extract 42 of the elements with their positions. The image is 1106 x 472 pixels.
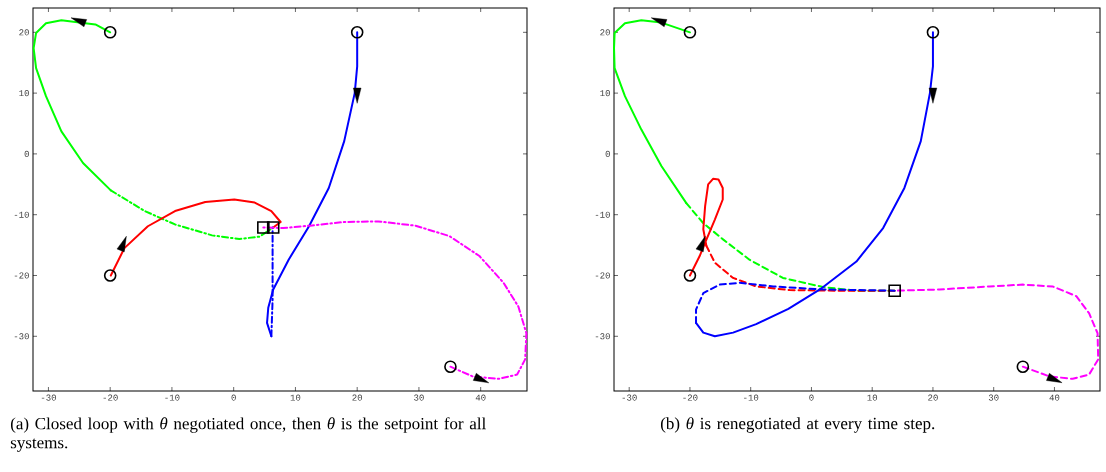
x-tick-label: 30 <box>414 394 424 401</box>
x-tick-label: -10 <box>744 394 759 401</box>
line-series <box>109 198 282 277</box>
point <box>257 221 270 234</box>
point <box>266 221 280 234</box>
x-tick-label: 40 <box>475 394 486 401</box>
x-tick-label: -30 <box>41 394 56 401</box>
point <box>888 284 901 297</box>
y-tick-label: -30 <box>14 333 29 340</box>
y-tick-label: -20 <box>595 272 610 279</box>
y-tick-label: 10 <box>600 90 610 97</box>
y-tick-label: 20 <box>19 29 29 36</box>
x-tick-label: -10 <box>165 394 180 401</box>
x-tick-label: 10 <box>867 394 878 401</box>
y-tick-label: 20 <box>600 29 610 36</box>
point <box>444 360 457 373</box>
point <box>683 269 697 282</box>
point <box>103 26 117 39</box>
point <box>683 26 697 39</box>
y-tick-label: -10 <box>595 211 610 218</box>
x-tick-label: -30 <box>622 394 637 401</box>
point <box>350 26 364 39</box>
point <box>1016 360 1030 373</box>
x-tick-label: 0 <box>231 394 236 401</box>
point <box>926 26 940 39</box>
y-tick-label: -30 <box>595 333 610 340</box>
y-tick-label: 10 <box>19 90 29 97</box>
x-tick-label: 0 <box>809 394 814 401</box>
x-tick-label: -20 <box>103 394 118 401</box>
text: (a) Closed loop with θ negotiated once, then θ is the setpoint for all systems. <box>10 417 486 452</box>
y-tick-label: -10 <box>14 211 29 218</box>
y-tick-label: 0 <box>24 150 29 157</box>
x-tick-label: 10 <box>290 394 301 401</box>
x-tick-label: 40 <box>1049 394 1060 401</box>
text: (b) θ is renegotiated at every time step. <box>660 417 935 433</box>
point <box>103 269 117 282</box>
x-tick-label: -20 <box>683 394 698 401</box>
x-tick-label: 20 <box>352 394 363 401</box>
y-tick-label: 0 <box>605 150 610 157</box>
y-tick-label: -20 <box>14 272 29 279</box>
x-tick-label: 30 <box>988 394 999 401</box>
x-tick-label: 20 <box>928 394 938 401</box>
